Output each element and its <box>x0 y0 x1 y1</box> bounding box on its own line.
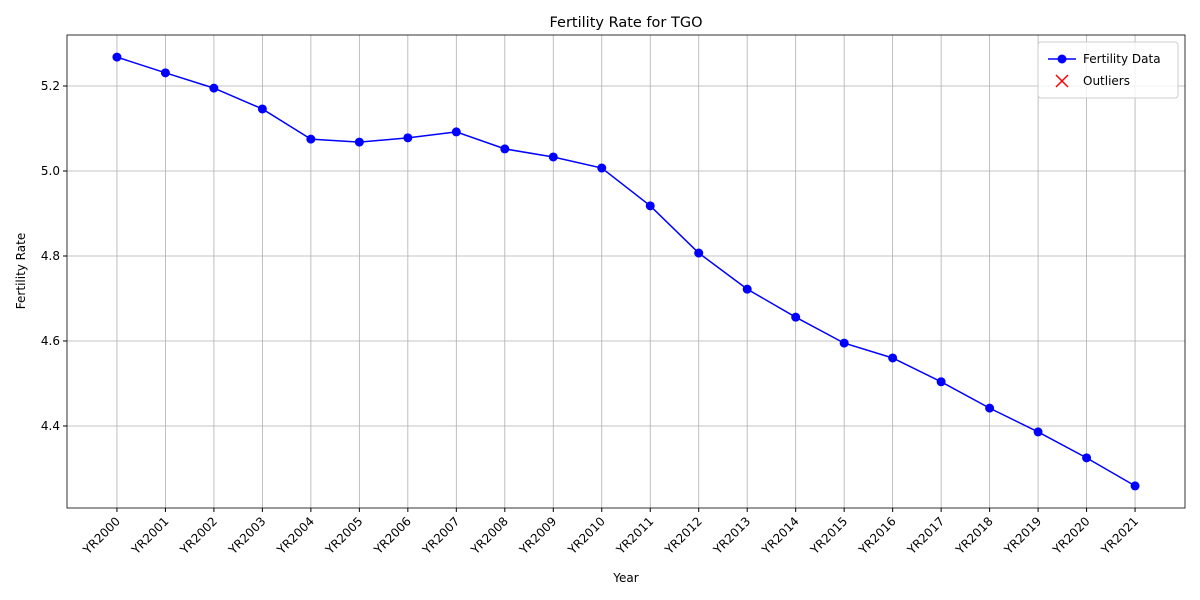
marker <box>160 68 170 78</box>
chart-title: Fertility Rate for TGO <box>550 15 703 31</box>
y-tick-label: 5.0 <box>41 164 60 178</box>
x-tick-label: YR2008 <box>468 514 511 557</box>
x-tick-label: YR2021 <box>1098 514 1141 557</box>
x-tick-label: YR2012 <box>662 514 705 557</box>
marker <box>1082 453 1092 463</box>
marker <box>451 127 461 137</box>
x-tick-label: YR2017 <box>904 514 947 557</box>
x-tick-label: YR2005 <box>322 514 365 557</box>
marker <box>1033 427 1043 437</box>
y-tick-label: 4.4 <box>41 419 60 433</box>
marker <box>791 312 801 322</box>
x-tick-label: YR2004 <box>274 514 317 557</box>
x-tick-label: YR2016 <box>855 514 898 557</box>
marker <box>500 144 510 154</box>
x-tick-label: YR2000 <box>80 514 123 557</box>
x-tick-label: YR2003 <box>225 514 268 557</box>
plot-frame <box>66 34 1186 509</box>
marker <box>209 83 219 93</box>
legend-marker <box>1055 74 1069 88</box>
legend: Fertility Data Outliers <box>1037 41 1179 99</box>
marker <box>597 163 607 173</box>
marker <box>403 133 413 143</box>
x-tick-label: YR2002 <box>177 514 220 557</box>
marker <box>112 52 122 62</box>
marker <box>354 137 364 147</box>
x-tick-label: YR2011 <box>613 514 656 557</box>
x-tick-label: YR2007 <box>419 514 462 557</box>
marker <box>306 134 316 144</box>
x-tick-label: YR2009 <box>516 514 559 557</box>
x-tick-label: YR2010 <box>565 514 608 557</box>
marker <box>257 104 267 114</box>
marker <box>694 248 704 258</box>
x-tick-label: YR2014 <box>759 514 802 557</box>
y-tick-label: 4.8 <box>41 249 60 263</box>
marker <box>645 201 655 211</box>
marker <box>936 377 946 387</box>
x-tick-label: YR2020 <box>1049 514 1092 557</box>
y-axis-label: Fertility Rate <box>14 233 28 309</box>
x-tick-label: YR2013 <box>710 514 753 557</box>
legend-marker <box>1057 54 1067 64</box>
x-tick-label: YR2018 <box>952 514 995 557</box>
legend-label: Fertility Data <box>1083 52 1161 66</box>
legend-label: Outliers <box>1083 74 1130 88</box>
marker <box>985 403 995 413</box>
x-tick-label: YR2015 <box>807 514 850 557</box>
marker <box>839 338 849 348</box>
x-tick-label: YR2019 <box>1001 514 1044 557</box>
line <box>116 56 1136 487</box>
x-axis-label: Year <box>612 571 638 585</box>
marker <box>888 353 898 363</box>
x-tick-label: YR2006 <box>371 514 414 557</box>
marker <box>548 152 558 162</box>
marker <box>1130 481 1140 491</box>
y-tick-label: 4.6 <box>41 334 60 348</box>
y-tick-label: 5.2 <box>41 79 60 93</box>
legend-box <box>1037 41 1179 99</box>
marker <box>742 284 752 294</box>
x-tick-label: YR2001 <box>128 514 171 557</box>
